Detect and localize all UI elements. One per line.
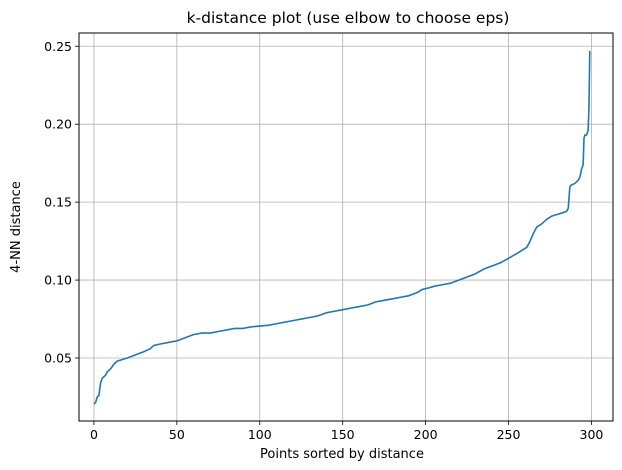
plot-area-frame: [78, 32, 614, 422]
grid: [79, 33, 613, 421]
y-tick-label: 0.25: [44, 39, 72, 54]
x-tick-label: 300: [580, 427, 604, 442]
series-line: [93, 50, 591, 405]
y-tick-label: 0.10: [44, 273, 72, 288]
y-tick-label: 0.20: [44, 117, 72, 132]
x-tick-label: 250: [497, 427, 521, 442]
x-tick-label: 0: [90, 427, 98, 442]
y-axis-label: 4-NN distance: [9, 181, 24, 273]
x-tick-label: 100: [248, 427, 272, 442]
x-axis: 0 50 100 150 200 250 300: [90, 421, 603, 442]
y-tick-label: 0.15: [44, 195, 72, 210]
x-tick-label: 50: [169, 427, 185, 442]
y-axis: 0.05 0.10 0.15 0.20 0.25: [44, 39, 79, 366]
x-axis-label: Points sorted by distance: [260, 447, 424, 462]
x-tick-label: 200: [414, 427, 438, 442]
y-tick-label: 0.05: [44, 351, 72, 366]
series-layer: [93, 50, 591, 405]
chart-title: k-distance plot (use elbow to choose eps…: [187, 9, 510, 27]
x-tick-label: 150: [331, 427, 355, 442]
